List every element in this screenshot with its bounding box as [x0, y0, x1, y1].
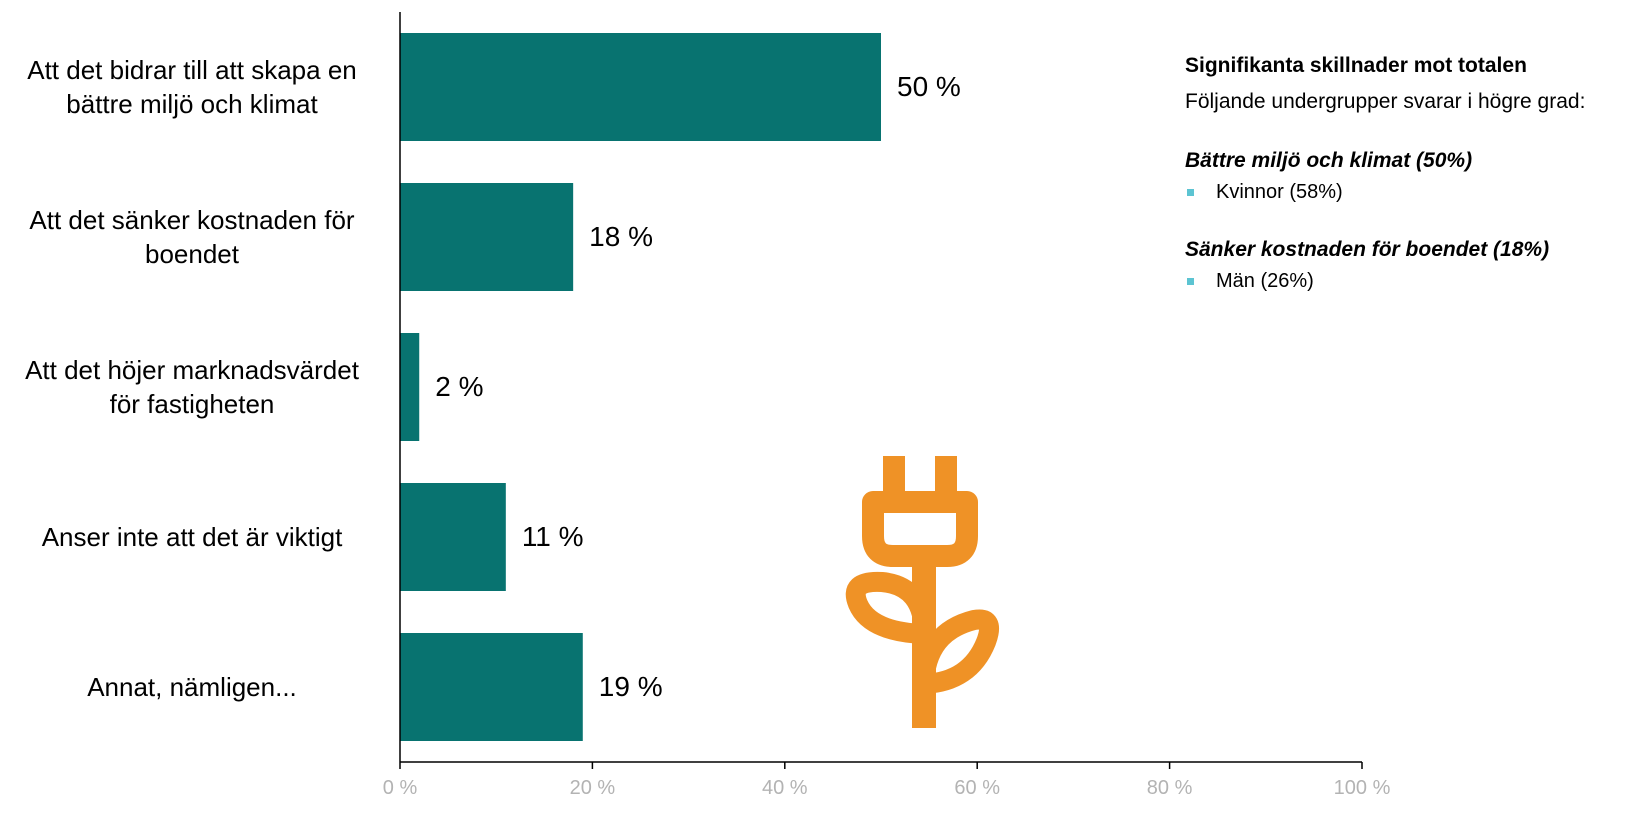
x-tick-label: 40 % — [762, 777, 808, 799]
category-label: bättre miljö och klimat — [66, 89, 318, 119]
subgroup-item: Kvinnor (58%) — [1185, 179, 1625, 205]
category-label: boendet — [145, 239, 240, 269]
data-label: 11 % — [522, 521, 584, 552]
category-label: Annat, nämligen... — [87, 672, 297, 702]
subgroup-title: Sänker kostnaden för boendet (18%) — [1185, 238, 1550, 261]
x-tick-label: 0 % — [383, 777, 418, 799]
subgroup-item-label: Kvinnor (58%) — [1216, 181, 1343, 203]
x-tick-label: 80 % — [1147, 777, 1193, 799]
data-label: 19 % — [599, 671, 663, 702]
bar — [400, 33, 881, 141]
significance-panel: Signifikanta skillnader mot totalen Följ… — [1185, 52, 1625, 294]
x-tick-label: 20 % — [570, 777, 616, 799]
subgroup-title: Bättre miljö och klimat (50%) — [1185, 149, 1473, 172]
data-label: 50 % — [897, 71, 961, 102]
data-label: 2 % — [435, 371, 483, 402]
x-tick-label: 100 % — [1334, 777, 1391, 799]
subgroup-cost: Sänker kostnaden för boendet (18%) Män (… — [1185, 237, 1625, 294]
data-label: 18 % — [589, 221, 653, 252]
category-label: Att det bidrar till att skapa en — [27, 55, 357, 85]
panel-heading: Signifikanta skillnader mot totalen — [1185, 54, 1527, 77]
category-label: Att det sänker kostnaden för — [29, 205, 355, 235]
bar — [400, 183, 574, 291]
category-label: för fastigheten — [110, 389, 275, 419]
panel-intro: Följande undergrupper svarar i högre gra… — [1185, 90, 1586, 113]
subgroup-item-label: Män (26%) — [1216, 270, 1314, 292]
bullet-icon — [1187, 277, 1194, 285]
x-tick-label: 60 % — [954, 777, 1000, 799]
subgroup-environment: Bättre miljö och klimat (50%) Kvinnor (5… — [1185, 148, 1625, 205]
bullet-icon — [1187, 188, 1194, 196]
bar — [400, 633, 583, 741]
plug-plant-icon — [845, 456, 999, 728]
bar — [400, 483, 506, 591]
subgroup-item: Män (26%) — [1185, 268, 1625, 294]
bar — [400, 333, 420, 441]
category-label: Att det höjer marknadsvärdet — [25, 355, 360, 385]
category-label: Anser inte att det är viktigt — [42, 522, 343, 552]
